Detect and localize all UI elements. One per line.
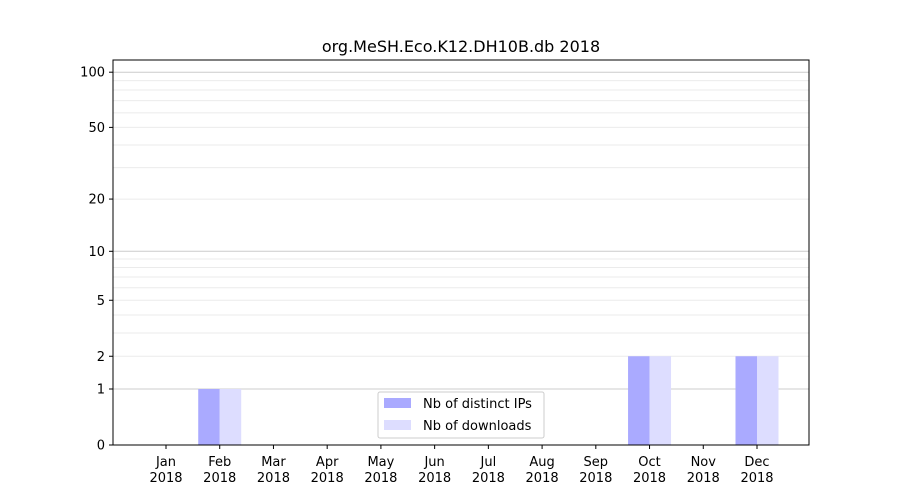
x-tick-label: Oct 2018 (633, 455, 666, 486)
y-tick-label: 1 (97, 383, 105, 398)
x-tick-label: Sep 2018 (579, 455, 612, 486)
legend-box (377, 391, 545, 439)
y-tick-label: 5 (97, 294, 105, 309)
x-axis: Jan 2018 Feb 2018 Mar 2018 Apr 2018 May 2018 Jun 20… (149, 445, 774, 486)
x-tick-label: Aug 2018 (526, 455, 559, 486)
bar-distinct-ips (735, 356, 757, 445)
bar-downloads (649, 356, 672, 445)
y-tick-label: 20 (88, 193, 105, 208)
legend-label-ips: Nb of distinct IPs (423, 397, 532, 412)
bar-downloads (219, 389, 242, 445)
y-tick-label: 50 (88, 121, 105, 136)
legend-swatch-ips (384, 398, 411, 408)
chart-title: org.MeSH.Eco.K12.DH10B.db 2018 (322, 37, 600, 56)
axes-frame (112, 59, 810, 446)
y-axis: 0 1 2 5 10 20 50 100 (80, 66, 113, 454)
x-tick-label: May 2018 (364, 455, 397, 486)
grid-lines (113, 71, 809, 390)
bars (198, 356, 779, 445)
y-tick-label: 100 (80, 66, 105, 81)
x-tick-label: Mar 2018 (257, 455, 290, 486)
bar-distinct-ips (628, 356, 650, 445)
x-tick-label: Nov 2018 (687, 455, 720, 486)
x-tick-label: Feb 2018 (203, 455, 236, 486)
x-tick-label: Jun 2018 (418, 455, 451, 486)
legend: Nb of distinct IPs Nb of downloads (377, 391, 545, 439)
bar-downloads (757, 356, 779, 445)
legend-label-downloads: Nb of downloads (423, 419, 532, 434)
x-tick-label: Jan 2018 (149, 455, 182, 486)
x-tick-label: Apr 2018 (311, 455, 344, 486)
x-tick-label: Jul 2018 (472, 455, 505, 486)
y-tick-label: 2 (97, 350, 105, 365)
y-tick-label: 10 (88, 245, 105, 260)
legend-swatch-downloads (384, 420, 411, 430)
y-tick-label: 0 (97, 439, 105, 454)
x-tick-label: Dec 2018 (740, 455, 773, 486)
bar-distinct-ips (198, 389, 220, 445)
